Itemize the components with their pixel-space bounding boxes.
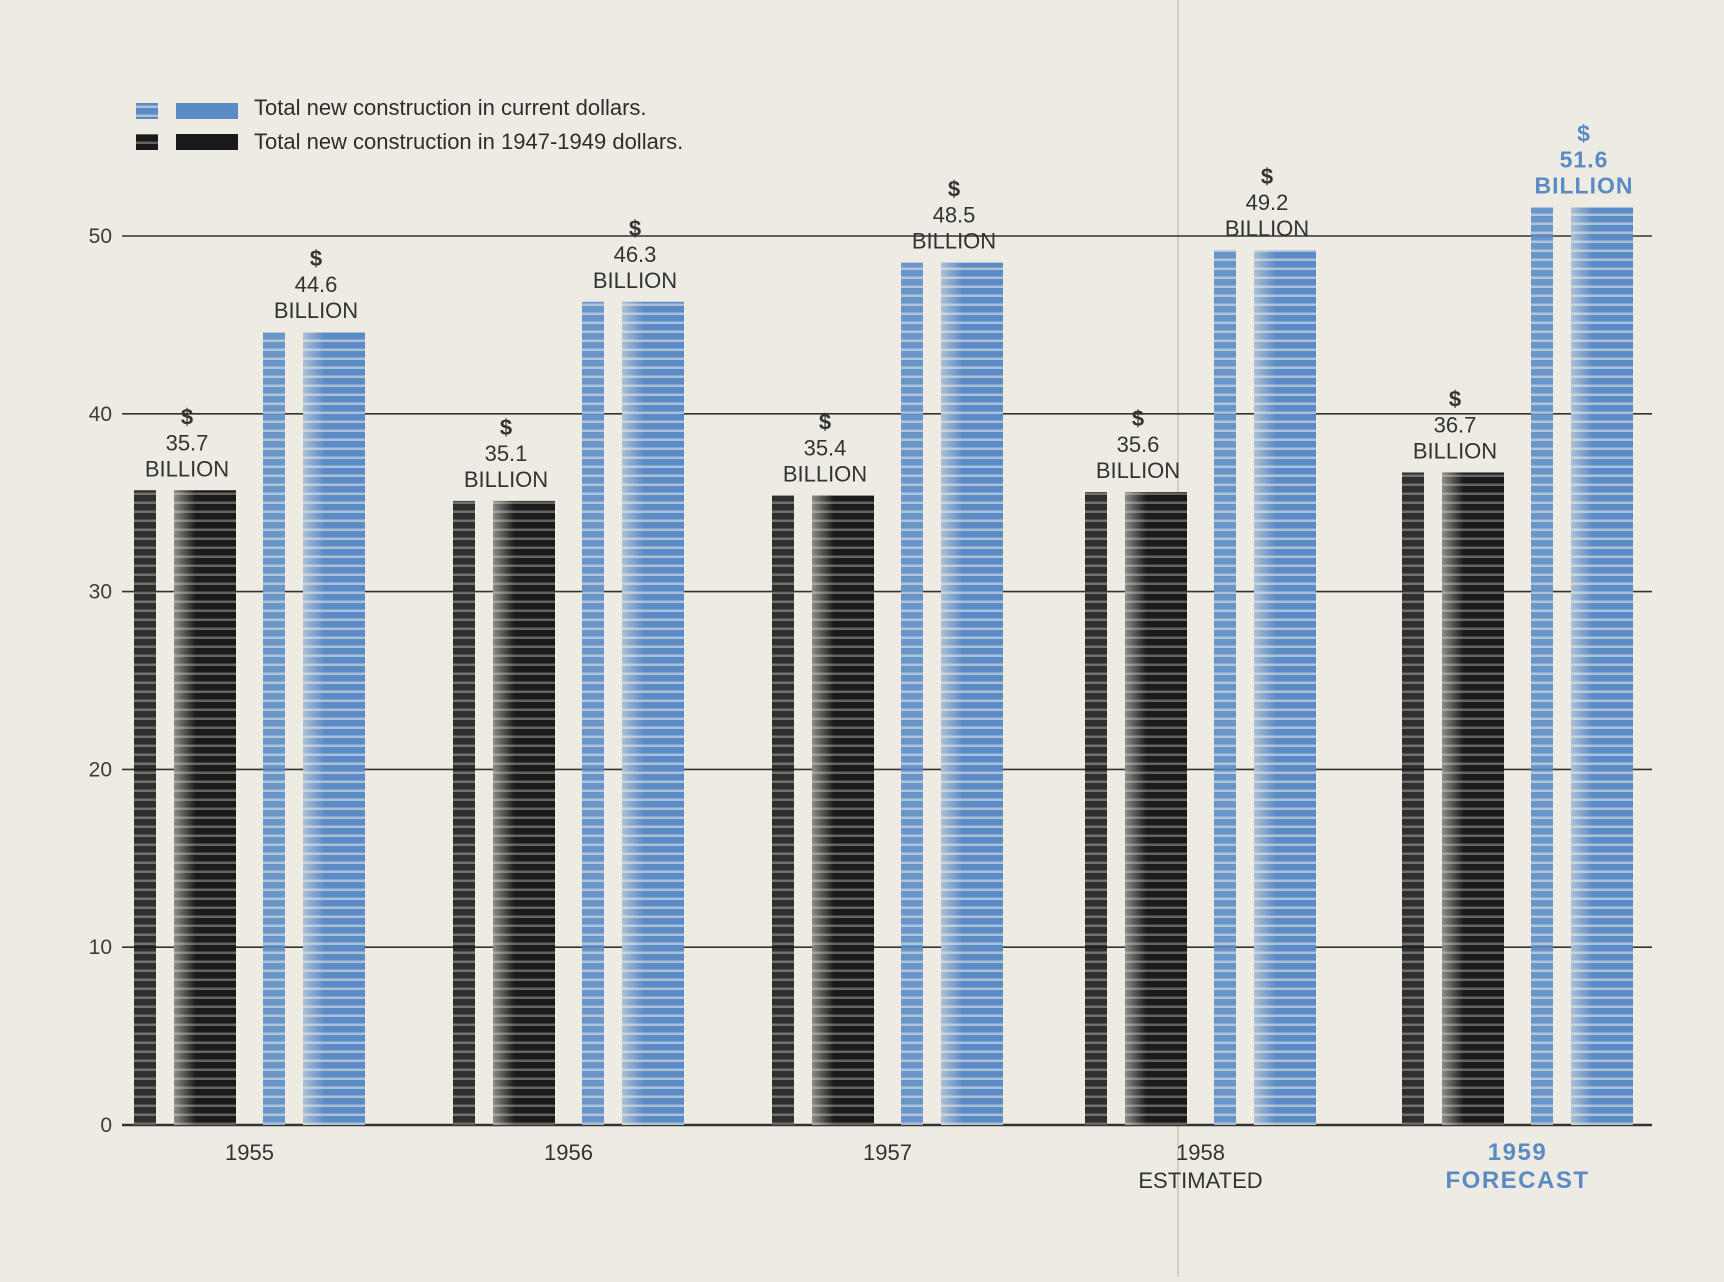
bar-shading bbox=[941, 262, 1003, 1125]
bar-shading bbox=[812, 495, 874, 1125]
bar-value-label-line: BILLION bbox=[783, 462, 867, 487]
y-tick-label: 50 bbox=[89, 225, 112, 248]
legend-label-current-dollars: Total new construction in current dollar… bbox=[254, 95, 647, 120]
legend-swatch-constant-large bbox=[176, 134, 238, 150]
x-category-label-1957: 1957 bbox=[863, 1140, 912, 1165]
bar-value-label-line: $ bbox=[1449, 386, 1461, 411]
legend-item-current-dollars: Total new construction in current dollar… bbox=[136, 95, 647, 120]
bar-sliver-constant-1955 bbox=[134, 490, 156, 1125]
x-category-label-1959: 1959 bbox=[1488, 1139, 1547, 1166]
bar-value-label-line: BILLION bbox=[912, 229, 996, 254]
legend-swatch-constant-small bbox=[136, 134, 158, 150]
bar-value-label-line: $ bbox=[819, 410, 831, 435]
bar-value-label-line: BILLION bbox=[464, 467, 548, 492]
bar-shading bbox=[1254, 250, 1316, 1125]
bar-shading bbox=[622, 301, 684, 1125]
bar-sliver-current-1957 bbox=[901, 262, 923, 1125]
bar-shading bbox=[1125, 492, 1187, 1126]
bar-value-label-line: BILLION bbox=[145, 456, 229, 481]
bar-value-label-line: 35.7 bbox=[166, 430, 209, 455]
y-tick-label: 0 bbox=[100, 1114, 112, 1137]
bar-value-label-line: 35.1 bbox=[485, 441, 528, 466]
bar-value-label-line: 51.6 bbox=[1560, 147, 1609, 173]
bar-value-label-line: 36.7 bbox=[1434, 412, 1477, 437]
bar-shading bbox=[303, 332, 365, 1126]
bar-sliver-constant-1958 bbox=[1085, 492, 1107, 1126]
x-category-label-1956: 1956 bbox=[544, 1140, 593, 1165]
bar-value-label-line: 35.4 bbox=[804, 436, 847, 461]
x-category-label-1958: 1958 bbox=[1176, 1140, 1225, 1165]
bar-value-label-line: 49.2 bbox=[1246, 190, 1289, 215]
bar-value-label-line: $ bbox=[500, 415, 512, 440]
bar-value-label-line: 46.3 bbox=[614, 242, 657, 267]
bar-value-label-line: $ bbox=[181, 404, 193, 429]
bar-value-label-line: $ bbox=[1132, 406, 1144, 431]
bar-shading bbox=[1571, 207, 1633, 1125]
bar-value-label-line: 44.6 bbox=[295, 272, 338, 297]
legend-item-constant-dollars: Total new construction in 1947-1949 doll… bbox=[136, 129, 683, 154]
bar-shading bbox=[174, 490, 236, 1125]
bar-value-label-line: BILLION bbox=[593, 268, 677, 293]
bar-sliver-constant-1959 bbox=[1402, 472, 1424, 1125]
bar-shading bbox=[493, 500, 555, 1125]
bar-value-label-line: 48.5 bbox=[933, 203, 976, 228]
legend-swatch-current-small bbox=[136, 103, 158, 119]
x-category-label-1955: 1955 bbox=[225, 1140, 274, 1165]
bar-value-label-line: $ bbox=[310, 246, 322, 271]
bar-sliver-current-1956 bbox=[582, 301, 604, 1125]
bar-value-label-line: BILLION bbox=[1225, 216, 1309, 241]
bar-sliver-current-1959 bbox=[1531, 207, 1553, 1125]
y-axis: 0 10 20 30 40 50 bbox=[89, 225, 112, 1137]
bar-value-label-line: $ bbox=[1577, 121, 1591, 147]
bar-value-label-line: BILLION bbox=[274, 298, 358, 323]
x-category-sublabel-1958: ESTIMATED bbox=[1138, 1168, 1262, 1193]
bar-value-labels: $35.7BILLION$44.6BILLION$35.1BILLION$46.… bbox=[145, 121, 1634, 492]
legend-swatch-current-large bbox=[176, 103, 238, 119]
legend: Total new construction in current dollar… bbox=[136, 95, 683, 154]
y-tick-label: 10 bbox=[89, 936, 112, 959]
y-tick-label: 30 bbox=[89, 581, 112, 604]
bar-value-label-line: BILLION bbox=[1535, 173, 1634, 199]
bar-value-label-line: 35.6 bbox=[1117, 432, 1160, 457]
bar-sliver-current-1958 bbox=[1214, 250, 1236, 1125]
bar-sliver-current-1955 bbox=[263, 332, 285, 1126]
y-tick-label: 20 bbox=[89, 758, 112, 781]
y-tick-label: 40 bbox=[89, 403, 112, 426]
bars bbox=[134, 207, 1633, 1126]
bar-value-label-line: BILLION bbox=[1413, 438, 1497, 463]
bar-sliver-constant-1957 bbox=[772, 495, 794, 1125]
gridlines bbox=[122, 235, 1652, 1127]
bar-value-label-line: $ bbox=[629, 216, 641, 241]
legend-label-constant-dollars: Total new construction in 1947-1949 doll… bbox=[254, 129, 683, 154]
bar-value-label-line: $ bbox=[948, 177, 960, 202]
bar-shading bbox=[1442, 472, 1504, 1125]
x-category-sublabel-1959: FORECAST bbox=[1446, 1167, 1590, 1194]
bar-sliver-constant-1956 bbox=[453, 500, 475, 1125]
bar-value-label-line: $ bbox=[1261, 164, 1273, 189]
bar-value-label-line: BILLION bbox=[1096, 458, 1180, 483]
